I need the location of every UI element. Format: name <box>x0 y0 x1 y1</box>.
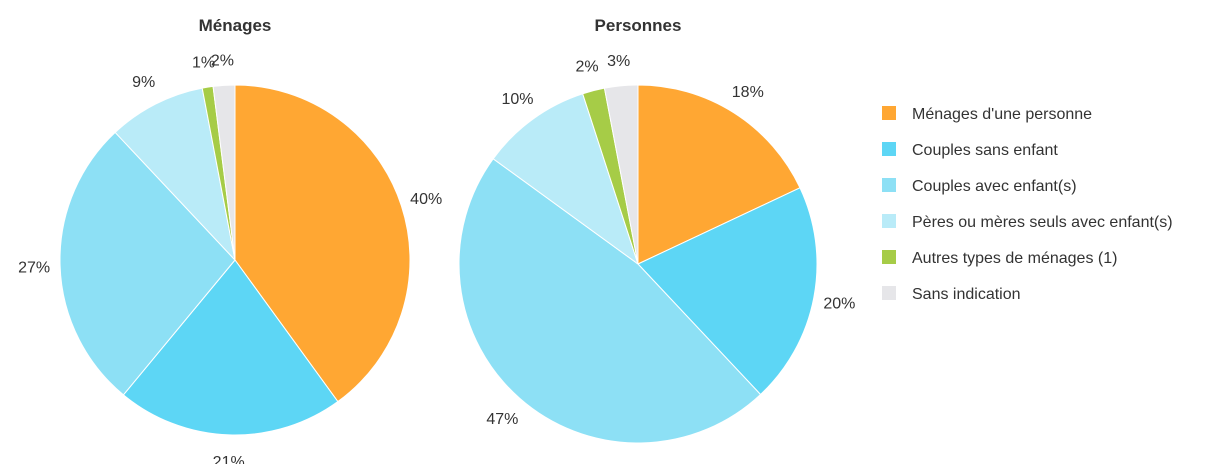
legend: Ménages d'une personne Couples sans enfan… <box>882 106 1173 303</box>
legend-label: Couples avec enfant(s) <box>912 178 1077 195</box>
slice-label-couples-avec-enfant-s: 27% <box>18 259 50 276</box>
pie-slice-sans-indication <box>603 84 639 265</box>
pie-slice-peres-ou-meres-seuls-avec-enfant-s <box>492 93 639 266</box>
legend-swatch <box>882 250 896 264</box>
legend-label: Couples sans enfant <box>912 142 1058 159</box>
legend-item-couples-avec-enfant-s: Couples avec enfant(s) <box>882 178 1077 195</box>
pie-slice-peres-ou-meres-seuls-avec-enfant-s <box>114 87 236 262</box>
pie-slice-couples-avec-enfant-s <box>59 131 236 396</box>
pie-slice-sans-indication <box>212 84 236 261</box>
legend-label: Autres types de ménages (1) <box>912 250 1117 267</box>
slice-label-peres-ou-meres-seuls-avec-enfant-s: 10% <box>501 91 533 108</box>
legend-item-peres-ou-meres-seuls-avec-enfant-s: Pères ou mères seuls avec enfant(s) <box>882 214 1173 231</box>
slice-label-menages-d-une-personne: 18% <box>732 84 764 101</box>
legend-label: Ménages d'une personne <box>912 106 1092 123</box>
legend-swatch <box>882 142 896 156</box>
slice-label-couples-sans-enfant: 20% <box>823 295 855 312</box>
slice-label-autres-types-de-menages-1: 2% <box>575 58 598 75</box>
legend-label: Pères ou mères seuls avec enfant(s) <box>912 214 1173 231</box>
legend-swatch <box>882 214 896 228</box>
legend-item-couples-sans-enfant: Couples sans enfant <box>882 142 1058 159</box>
legend-swatch <box>882 178 896 192</box>
legend-swatch <box>882 286 896 300</box>
slice-label-couples-avec-enfant-s: 47% <box>486 411 518 428</box>
legend-item-sans-indication: Sans indication <box>882 286 1021 303</box>
chart-title-menages: Ménages <box>199 16 272 35</box>
slice-label-autres-types-de-menages-1: 1% <box>192 55 215 72</box>
pie-slice-menages-d-une-personne <box>637 84 801 265</box>
pie-chart-menages: Ménages 40% 21% 27% 9% 1%2% <box>18 16 442 464</box>
pie-slice-couples-avec-enfant-s <box>458 158 762 444</box>
slice-label-couples-sans-enfant: 21% <box>213 454 245 464</box>
pie-slice-couples-sans-enfant <box>637 187 818 396</box>
slice-label-peres-ou-meres-seuls-avec-enfant-s: 9% <box>132 74 155 91</box>
legend-swatch <box>882 106 896 120</box>
slice-label-menages-d-une-personne: 40% <box>410 191 442 208</box>
pie-slice-couples-sans-enfant <box>122 259 339 436</box>
pie-chart-personnes: Personnes 18% 20% 47% 10% 2% 3% <box>458 16 855 444</box>
legend-label: Sans indication <box>912 286 1021 303</box>
slice-label-sans-indication: 3% <box>607 53 630 70</box>
pie-slice-menages-d-une-personne <box>234 84 411 403</box>
legend-item-menages-d-une-personne: Ménages d'une personne <box>882 106 1092 123</box>
legend-item-autres-types-de-menages-1: Autres types de ménages (1) <box>882 250 1117 267</box>
chart-title-personnes: Personnes <box>595 16 682 35</box>
slice-label-sans-indication: 2% <box>211 52 234 69</box>
